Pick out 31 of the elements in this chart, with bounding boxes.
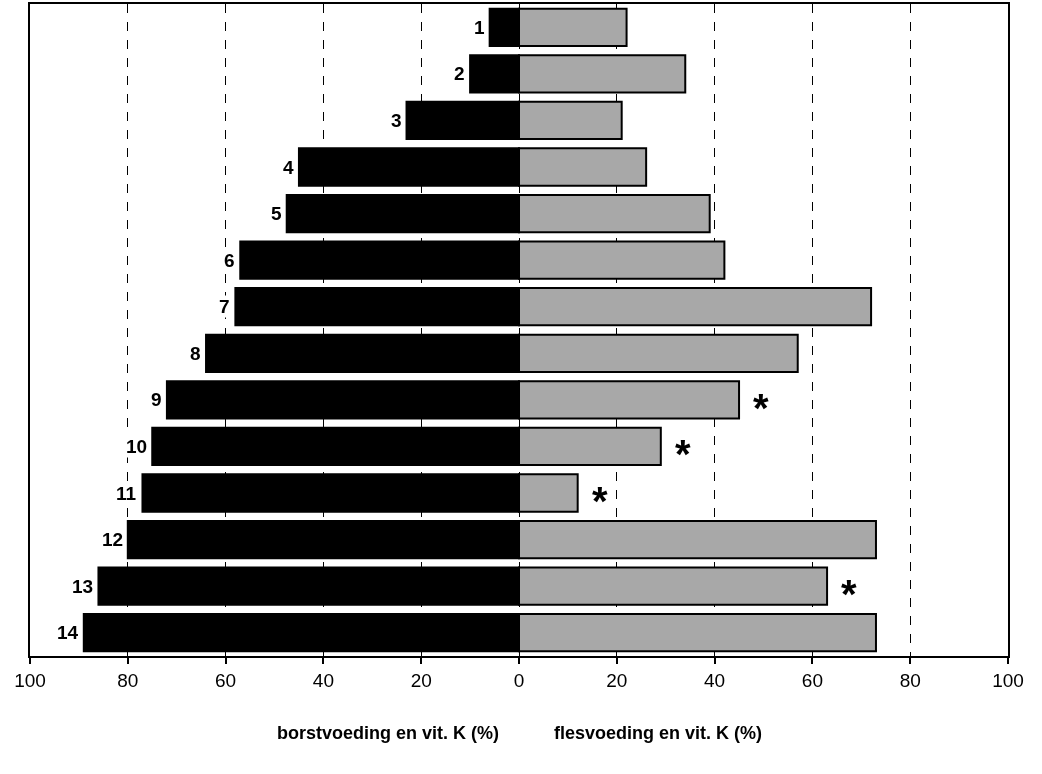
x-tick-label: 20 [410, 669, 432, 691]
y-tick-label: 10 [126, 436, 148, 457]
y-tick-label: 3 [391, 110, 402, 131]
x-tick-label: 40 [704, 669, 726, 691]
text: flesvoeding en vit. K (%) [554, 723, 763, 743]
x-tick-label: 100 [992, 669, 1024, 691]
y-tick-label: 2 [454, 63, 465, 84]
x-tick-label: 80 [899, 669, 921, 691]
y-tick-label: 5 [271, 203, 282, 224]
y-tick-label: 7 [219, 296, 230, 317]
y-tick-label: 9 [151, 389, 162, 410]
y-tick-label: 4 [283, 157, 294, 178]
annotation: * [675, 432, 691, 476]
y-tick-label: 6 [224, 250, 235, 271]
y-tick-label: 11 [116, 483, 137, 504]
y-tick-label: 13 [72, 576, 94, 597]
text: borstvoeding en vit. K (%) [277, 723, 500, 743]
x-tick-label: 20 [606, 669, 628, 691]
x-tick-label: 60 [215, 669, 237, 691]
y-tick-label: 8 [190, 343, 201, 364]
x-tick-label: 0 [513, 669, 525, 691]
y-tick-label: 1 [474, 17, 485, 38]
x-tick-label: 100 [14, 669, 46, 691]
annotation: * [592, 479, 608, 523]
x-tick-label: 80 [117, 669, 139, 691]
annotation: * [841, 572, 857, 616]
y-tick-label: 14 [57, 622, 79, 643]
y-tick-label: 12 [102, 529, 124, 550]
annotation: * [753, 386, 769, 430]
x-tick-label: 60 [801, 669, 823, 691]
x-tick-label: 40 [312, 669, 334, 691]
